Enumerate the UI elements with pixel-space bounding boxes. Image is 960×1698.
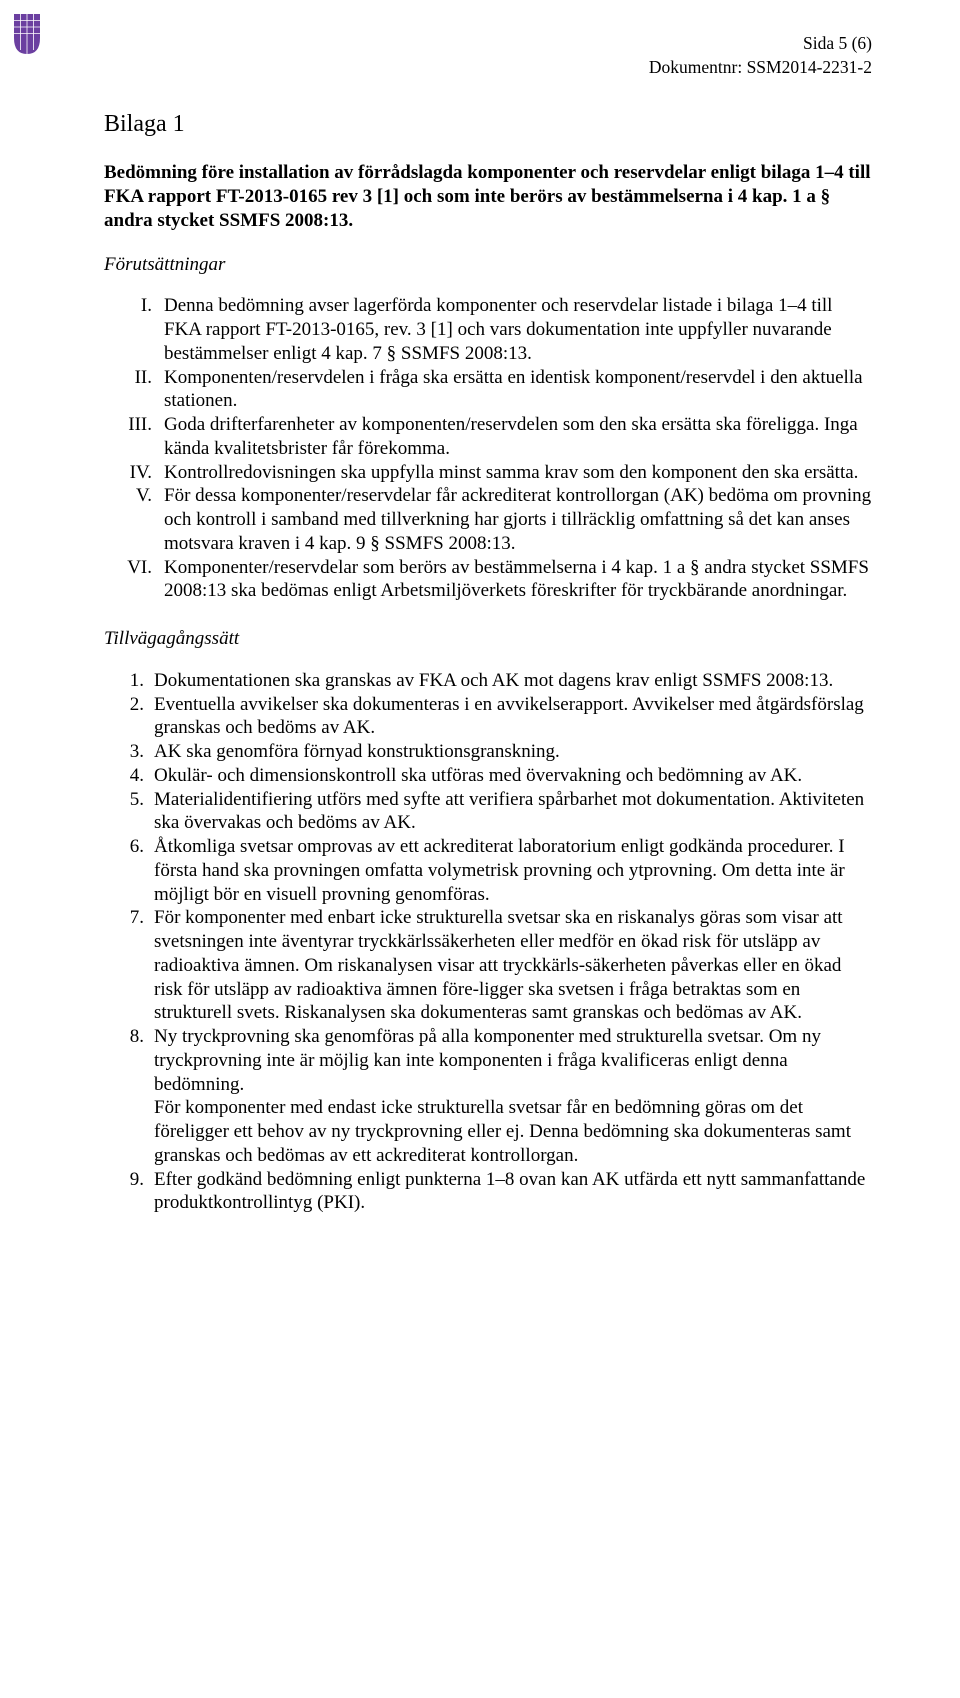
arabic-numeral: 3. xyxy=(104,740,154,764)
page-number: Sida 5 (6) xyxy=(104,32,872,56)
arabic-item-text: Eventuella avvikelser ska dokumenteras i… xyxy=(154,693,872,741)
arabic-numeral: 8. xyxy=(104,1025,154,1096)
arabic-list-item: 3.AK ska genomföra förnyad konstruktions… xyxy=(104,740,872,764)
arabic-numeral: 5. xyxy=(104,788,154,836)
arabic-numeral: 9. xyxy=(104,1168,154,1216)
arabic-list-item: 8.Ny tryckprovning ska genomföras på all… xyxy=(104,1025,872,1096)
arabic-item-text: Efter godkänd bedömning enligt punkterna… xyxy=(154,1168,872,1216)
roman-numeral: III. xyxy=(104,413,164,461)
roman-item-text: För dessa komponenter/reservdelar får ac… xyxy=(164,484,872,555)
arabic-item-text: Ny tryckprovning ska genomföras på alla … xyxy=(154,1025,872,1096)
arabic-numeral: 1. xyxy=(104,669,154,693)
arabic-item-text: Okulär- och dimensionskontroll ska utför… xyxy=(154,764,872,788)
roman-list-item: I.Denna bedömning avser lagerförda kompo… xyxy=(104,294,872,365)
roman-item-text: Denna bedömning avser lagerförda kompone… xyxy=(164,294,872,365)
roman-list-item: V.För dessa komponenter/reservdelar får … xyxy=(104,484,872,555)
lead-paragraph: Bedömning före installation av förrådsla… xyxy=(104,161,872,232)
arabic-list-item: 1.Dokumentationen ska granskas av FKA oc… xyxy=(104,669,872,693)
arabic-item-text: AK ska genomföra förnyad konstruktionsgr… xyxy=(154,740,872,764)
arabic-list-item: 5.Materialidentifiering utförs med syfte… xyxy=(104,788,872,836)
arabic-list-item: 6.Åtkomliga svetsar omprovas av ett ackr… xyxy=(104,835,872,906)
arabic-list: 1.Dokumentationen ska granskas av FKA oc… xyxy=(104,669,872,1215)
roman-numeral: IV. xyxy=(104,461,164,485)
arabic-list-item: 9.Efter godkänd bedömning enligt punkter… xyxy=(104,1168,872,1216)
roman-numeral: V. xyxy=(104,484,164,555)
arabic-numeral: 2. xyxy=(104,693,154,741)
arabic-item-text: Åtkomliga svetsar omprovas av ett ackred… xyxy=(154,835,872,906)
roman-numeral: II. xyxy=(104,366,164,414)
roman-list-item: III.Goda drifterfarenheter av komponente… xyxy=(104,413,872,461)
roman-list-item: IV.Kontrollredovisningen ska uppfylla mi… xyxy=(104,461,872,485)
arabic-item-text: Dokumentationen ska granskas av FKA och … xyxy=(154,669,872,693)
arabic-numeral: 6. xyxy=(104,835,154,906)
arabic-item-continuation: För komponenter med endast icke struktur… xyxy=(154,1096,872,1167)
page-title: Bilaga 1 xyxy=(104,109,872,139)
arabic-item-text: Materialidentifiering utförs med syfte a… xyxy=(154,788,872,836)
arabic-list-item: 2.Eventuella avvikelser ska dokumenteras… xyxy=(104,693,872,741)
header-meta: Sida 5 (6) Dokumentnr: SSM2014-2231-2 xyxy=(104,32,872,79)
roman-list: I.Denna bedömning avser lagerförda kompo… xyxy=(104,294,872,603)
roman-numeral: VI. xyxy=(104,556,164,604)
procedure-heading: Tillvägagångssätt xyxy=(104,627,872,651)
roman-list-item: II.Komponenten/reservdelen i fråga ska e… xyxy=(104,366,872,414)
roman-item-text: Komponenter/reservdelar som berörs av be… xyxy=(164,556,872,604)
preconditions-heading: Förutsättningar xyxy=(104,253,872,277)
arabic-list-item: 7.För komponenter med enbart icke strukt… xyxy=(104,906,872,1025)
roman-item-text: Goda drifterfarenheter av komponenten/re… xyxy=(164,413,872,461)
agency-logo-icon xyxy=(14,14,40,54)
arabic-list-item: 4.Okulär- och dimensionskontroll ska utf… xyxy=(104,764,872,788)
arabic-numeral: 7. xyxy=(104,906,154,1025)
arabic-numeral: 4. xyxy=(104,764,154,788)
roman-item-text: Kontrollredovisningen ska uppfylla minst… xyxy=(164,461,872,485)
roman-list-item: VI.Komponenter/reservdelar som berörs av… xyxy=(104,556,872,604)
roman-item-text: Komponenten/reservdelen i fråga ska ersä… xyxy=(164,366,872,414)
arabic-item-text: För komponenter med enbart icke struktur… xyxy=(154,906,872,1025)
roman-numeral: I. xyxy=(104,294,164,365)
document-number: Dokumentnr: SSM2014-2231-2 xyxy=(104,56,872,80)
